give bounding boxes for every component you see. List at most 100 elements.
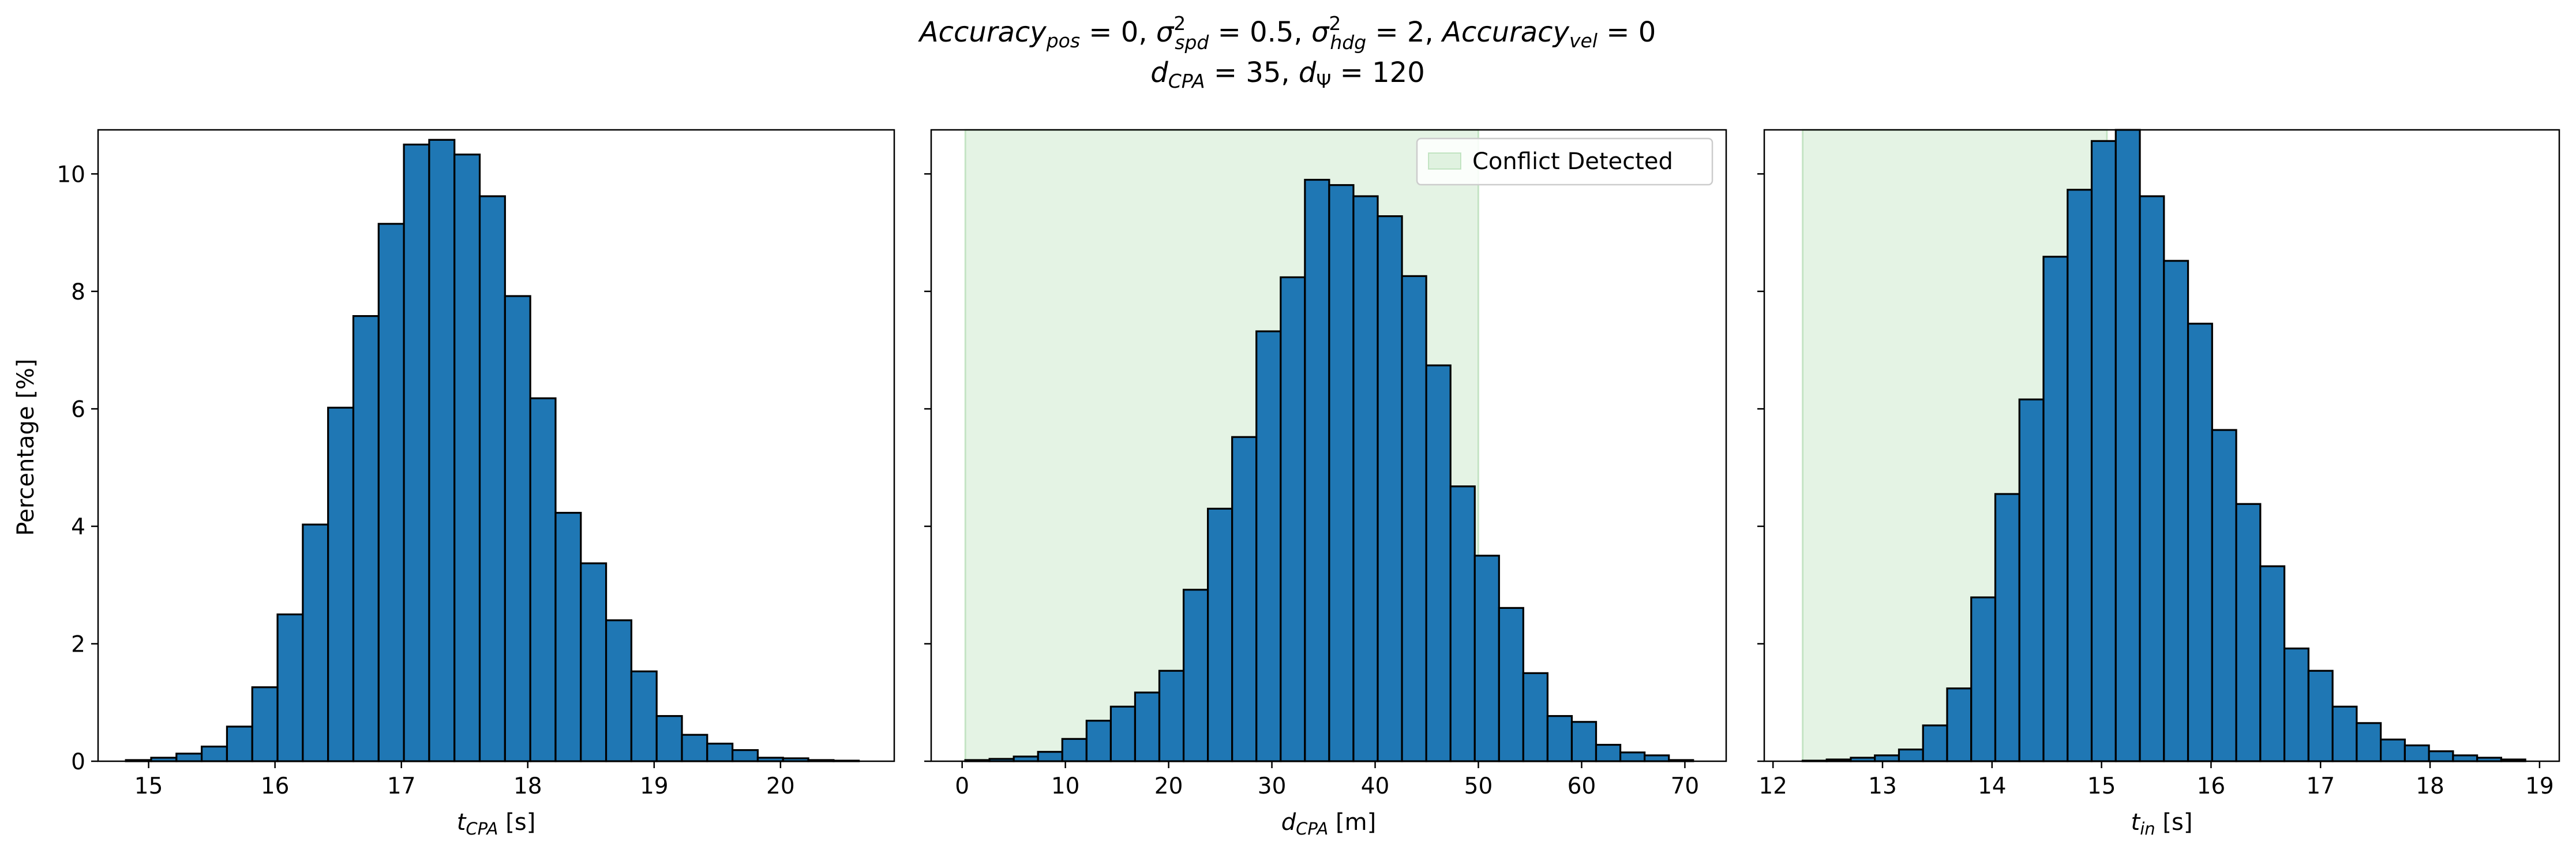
histogram-bar-tcpa-22 xyxy=(681,734,708,762)
x-tick-label-dcpa: 40 xyxy=(1361,773,1390,799)
histogram-bar-dcpa-15 xyxy=(1328,184,1355,762)
y-tick-label: 8 xyxy=(71,279,85,305)
suptitle-line-2: dCPA = 35, dΨ = 120 xyxy=(1150,57,1424,92)
histogram-bar-tin-23 xyxy=(2356,722,2382,762)
x-tick-label-tin: 13 xyxy=(1868,773,1897,799)
histogram-bar-tcpa-20 xyxy=(630,670,658,762)
y-tick-label: 6 xyxy=(71,396,85,422)
histogram-bar-dcpa-26 xyxy=(1595,743,1622,762)
subplot-dcpa-yticks xyxy=(924,173,931,762)
histogram-bar-tin-24 xyxy=(2380,738,2406,762)
histogram-bar-tcpa-19 xyxy=(605,619,632,762)
subplot-dcpa-xticks: 0 10 20 30 40 50 60 70 xyxy=(955,761,1699,799)
histogram-bar-tcpa-3 xyxy=(201,745,228,762)
subplot-tcpa-bars xyxy=(125,139,860,762)
x-tick-label-dcpa: 0 xyxy=(955,773,969,799)
legend-frame xyxy=(1416,137,1713,186)
subplot-tin-bars xyxy=(1801,129,2526,762)
x-tick-label-tin: 18 xyxy=(2416,773,2444,799)
subplot-tin: 12 13 14 15 16 17 18 19 tin [s] xyxy=(1757,129,2560,839)
histogram-bar-tin-13 xyxy=(2114,129,2141,762)
y-tick-label: 4 xyxy=(71,514,85,540)
histogram-bar-tin-26 xyxy=(2428,750,2454,762)
histogram-bar-tcpa-6 xyxy=(276,613,304,762)
histogram-bar-tin-25 xyxy=(2403,744,2430,762)
legend-label-conflict: Conflict Detected xyxy=(1472,148,1673,175)
histogram-bar-tin-17 xyxy=(2211,429,2237,762)
histogram-bar-tcpa-11 xyxy=(403,143,430,762)
histogram-bar-dcpa-20 xyxy=(1449,485,1476,762)
x-tick-label-tin: 16 xyxy=(2197,773,2226,799)
x-axis-label-tcpa: tCPA [s] xyxy=(457,809,536,839)
histogram-bar-tin-4 xyxy=(1898,749,1924,762)
x-tick-label-tin: 12 xyxy=(1758,773,1787,799)
histogram-bar-tin-18 xyxy=(2235,503,2262,762)
histogram-bar-dcpa-23 xyxy=(1522,672,1548,762)
x-tick-label-dcpa: 50 xyxy=(1464,773,1493,799)
subplot-tin-xticks: 12 13 14 15 16 17 18 19 xyxy=(1758,761,2554,799)
y-tick-label: 10 xyxy=(57,162,85,188)
histogram-bar-tcpa-2 xyxy=(175,753,203,762)
subplot-tcpa-frame xyxy=(97,129,895,762)
histogram-bar-tin-6 xyxy=(1946,687,1973,762)
x-tick-label-dcpa: 20 xyxy=(1154,773,1183,799)
histogram-bar-tcpa-12 xyxy=(428,139,456,762)
histogram-bar-dcpa-6 xyxy=(1109,705,1137,762)
subplot-tcpa-xticks: 15 16 17 18 19 20 xyxy=(134,761,795,799)
histogram-bar-tin-14 xyxy=(2139,195,2165,762)
histogram-bar-tin-12 xyxy=(2090,140,2117,762)
histogram-bar-tin-21 xyxy=(2307,669,2334,762)
histogram-bar-dcpa-25 xyxy=(1570,721,1598,762)
histogram-bar-dcpa-17 xyxy=(1377,215,1403,762)
histogram-bar-tcpa-15 xyxy=(504,295,531,762)
x-tick-label-tcpa: 19 xyxy=(640,773,669,799)
histogram-bar-dcpa-10 xyxy=(1207,507,1233,762)
histogram-bar-dcpa-19 xyxy=(1425,364,1452,762)
subplot-dcpa-bars xyxy=(964,178,1694,762)
histogram-bar-dcpa-9 xyxy=(1182,589,1209,762)
histogram-bar-tin-7 xyxy=(1970,596,1997,762)
subplot-dcpa-frame xyxy=(930,129,1727,762)
histogram-bar-tin-8 xyxy=(1994,493,2020,762)
legend: Conflict Detected xyxy=(1416,137,1713,186)
histogram-bar-dcpa-8 xyxy=(1158,669,1185,762)
y-axis-label: Percentage [%] xyxy=(13,359,39,536)
x-tick-label-dcpa: 70 xyxy=(1671,773,1700,799)
histogram-bar-tin-11 xyxy=(2067,189,2093,762)
x-axis-label-tin: tin [s] xyxy=(2131,809,2193,839)
x-tick-label-tcpa: 18 xyxy=(513,773,542,799)
histogram-bar-tcpa-21 xyxy=(655,715,683,762)
histogram-bar-dcpa-4 xyxy=(1061,738,1088,762)
histogram-bar-tin-3 xyxy=(1874,754,1900,762)
subplot-dcpa: 0 10 20 30 40 50 60 70 dCPA [m] Conflict Detect… xyxy=(924,129,1727,839)
histogram-bar-dcpa-3 xyxy=(1037,751,1063,762)
histogram-bar-dcpa-13 xyxy=(1280,276,1306,762)
histogram-bar-tcpa-13 xyxy=(453,154,481,762)
y-tick-label: 0 xyxy=(71,749,85,775)
histogram-bar-dcpa-16 xyxy=(1352,195,1379,762)
suptitle-line-1: Accuracypos = 0, σ2 spd = 0.5, σ2 hdg = 2,… xyxy=(918,12,1656,54)
x-tick-label-tin: 19 xyxy=(2525,773,2554,799)
x-tick-label-tin: 15 xyxy=(2087,773,2116,799)
histogram-bar-tin-19 xyxy=(2259,565,2286,762)
legend-swatch-conflict xyxy=(1428,152,1461,170)
histogram-bar-tcpa-16 xyxy=(529,397,557,762)
histogram-bar-tcpa-18 xyxy=(580,562,608,762)
histogram-bar-tcpa-4 xyxy=(226,725,253,762)
subplot-tin-frame xyxy=(1763,129,2560,762)
histogram-bar-tcpa-9 xyxy=(352,315,380,762)
histogram-bar-dcpa-14 xyxy=(1304,178,1330,762)
histogram-bar-dcpa-24 xyxy=(1546,715,1573,762)
histogram-bar-tcpa-5 xyxy=(251,686,279,762)
histogram-bar-tin-9 xyxy=(2018,398,2045,762)
histogram-bar-tcpa-10 xyxy=(377,223,405,762)
y-tick-label: 2 xyxy=(71,631,85,657)
x-tick-label-dcpa: 30 xyxy=(1258,773,1287,799)
histogram-bar-tin-15 xyxy=(2163,260,2189,762)
histogram-bar-tin-10 xyxy=(2042,256,2069,762)
histogram-bar-tin-16 xyxy=(2187,323,2213,762)
histogram-bar-tin-22 xyxy=(2331,705,2358,762)
histogram-bar-dcpa-28 xyxy=(1644,754,1670,762)
histogram-bar-tcpa-17 xyxy=(554,511,582,762)
x-tick-label-tin: 14 xyxy=(1978,773,2007,799)
